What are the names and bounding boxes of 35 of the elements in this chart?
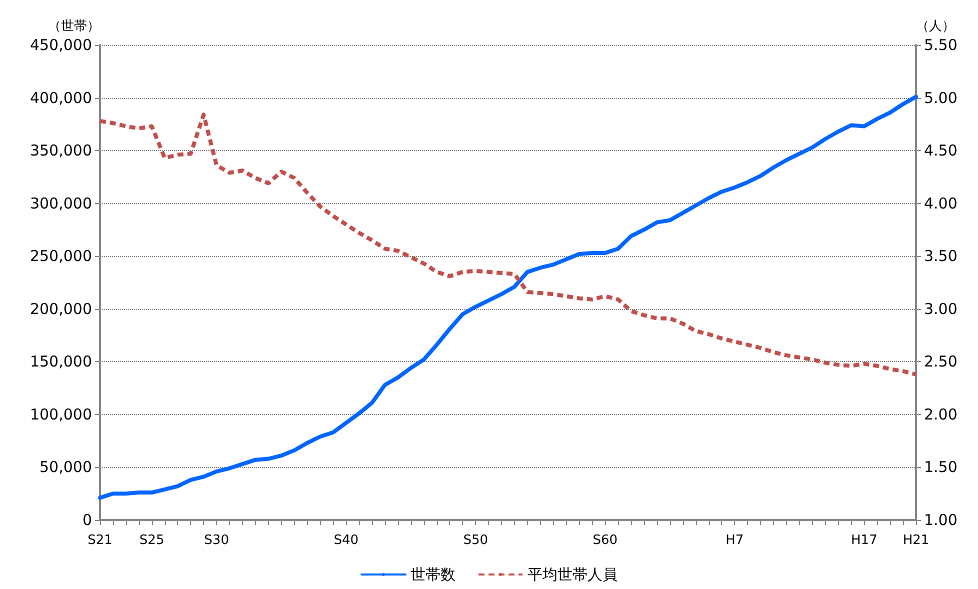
- y-tick-label: 250,000: [30, 247, 92, 266]
- y-axis-title: （世帯）: [48, 19, 100, 34]
- y2-tick-label: 2.50: [924, 352, 958, 371]
- y-tick-label: 450,000: [30, 36, 92, 54]
- y-tick-label: 350,000: [30, 142, 92, 160]
- legend-label: 世帯数: [410, 566, 456, 584]
- x-tick-label: H21: [902, 533, 930, 548]
- y2-tick-label: 3.00: [924, 300, 958, 318]
- y2-tick-label: 5.50: [924, 36, 958, 54]
- y-tick-label: 50,000: [40, 458, 92, 476]
- line-series: [98, 112, 918, 376]
- y2-tick-label: 1.50: [924, 458, 958, 476]
- y-tick-label: 300,000: [30, 194, 92, 212]
- line-series: [98, 94, 918, 500]
- y-tick-label: 400,000: [30, 88, 92, 107]
- x-tick-label: S25: [139, 533, 164, 548]
- y2-axis-title: （人）: [916, 19, 955, 34]
- x-tick-label: S60: [592, 533, 618, 548]
- x-tick-label: H17: [851, 533, 878, 548]
- x-tick-label: S30: [204, 533, 229, 548]
- x-tick-label: S50: [463, 533, 488, 548]
- y-tick-label: 150,000: [30, 352, 92, 371]
- y2-tick-label: 2.00: [924, 405, 958, 424]
- y2-tick-label: 5.00: [924, 88, 958, 107]
- y2-tick-label: 4.50: [924, 142, 958, 160]
- y2-tick-label: 4.00: [924, 194, 958, 212]
- y2-tick-label: 3.50: [924, 247, 958, 266]
- y-tick-label: 200,000: [30, 300, 92, 318]
- x-tick-label: S40: [334, 533, 358, 548]
- y-tick-label: 100,000: [30, 405, 92, 424]
- y-tick-label: 0: [82, 511, 92, 529]
- legend-label: 平均世帯人員: [528, 566, 618, 584]
- x-tick-label: S21: [88, 533, 112, 548]
- y2-tick-label: 1.00: [924, 511, 958, 529]
- x-tick-label: H7: [726, 533, 744, 548]
